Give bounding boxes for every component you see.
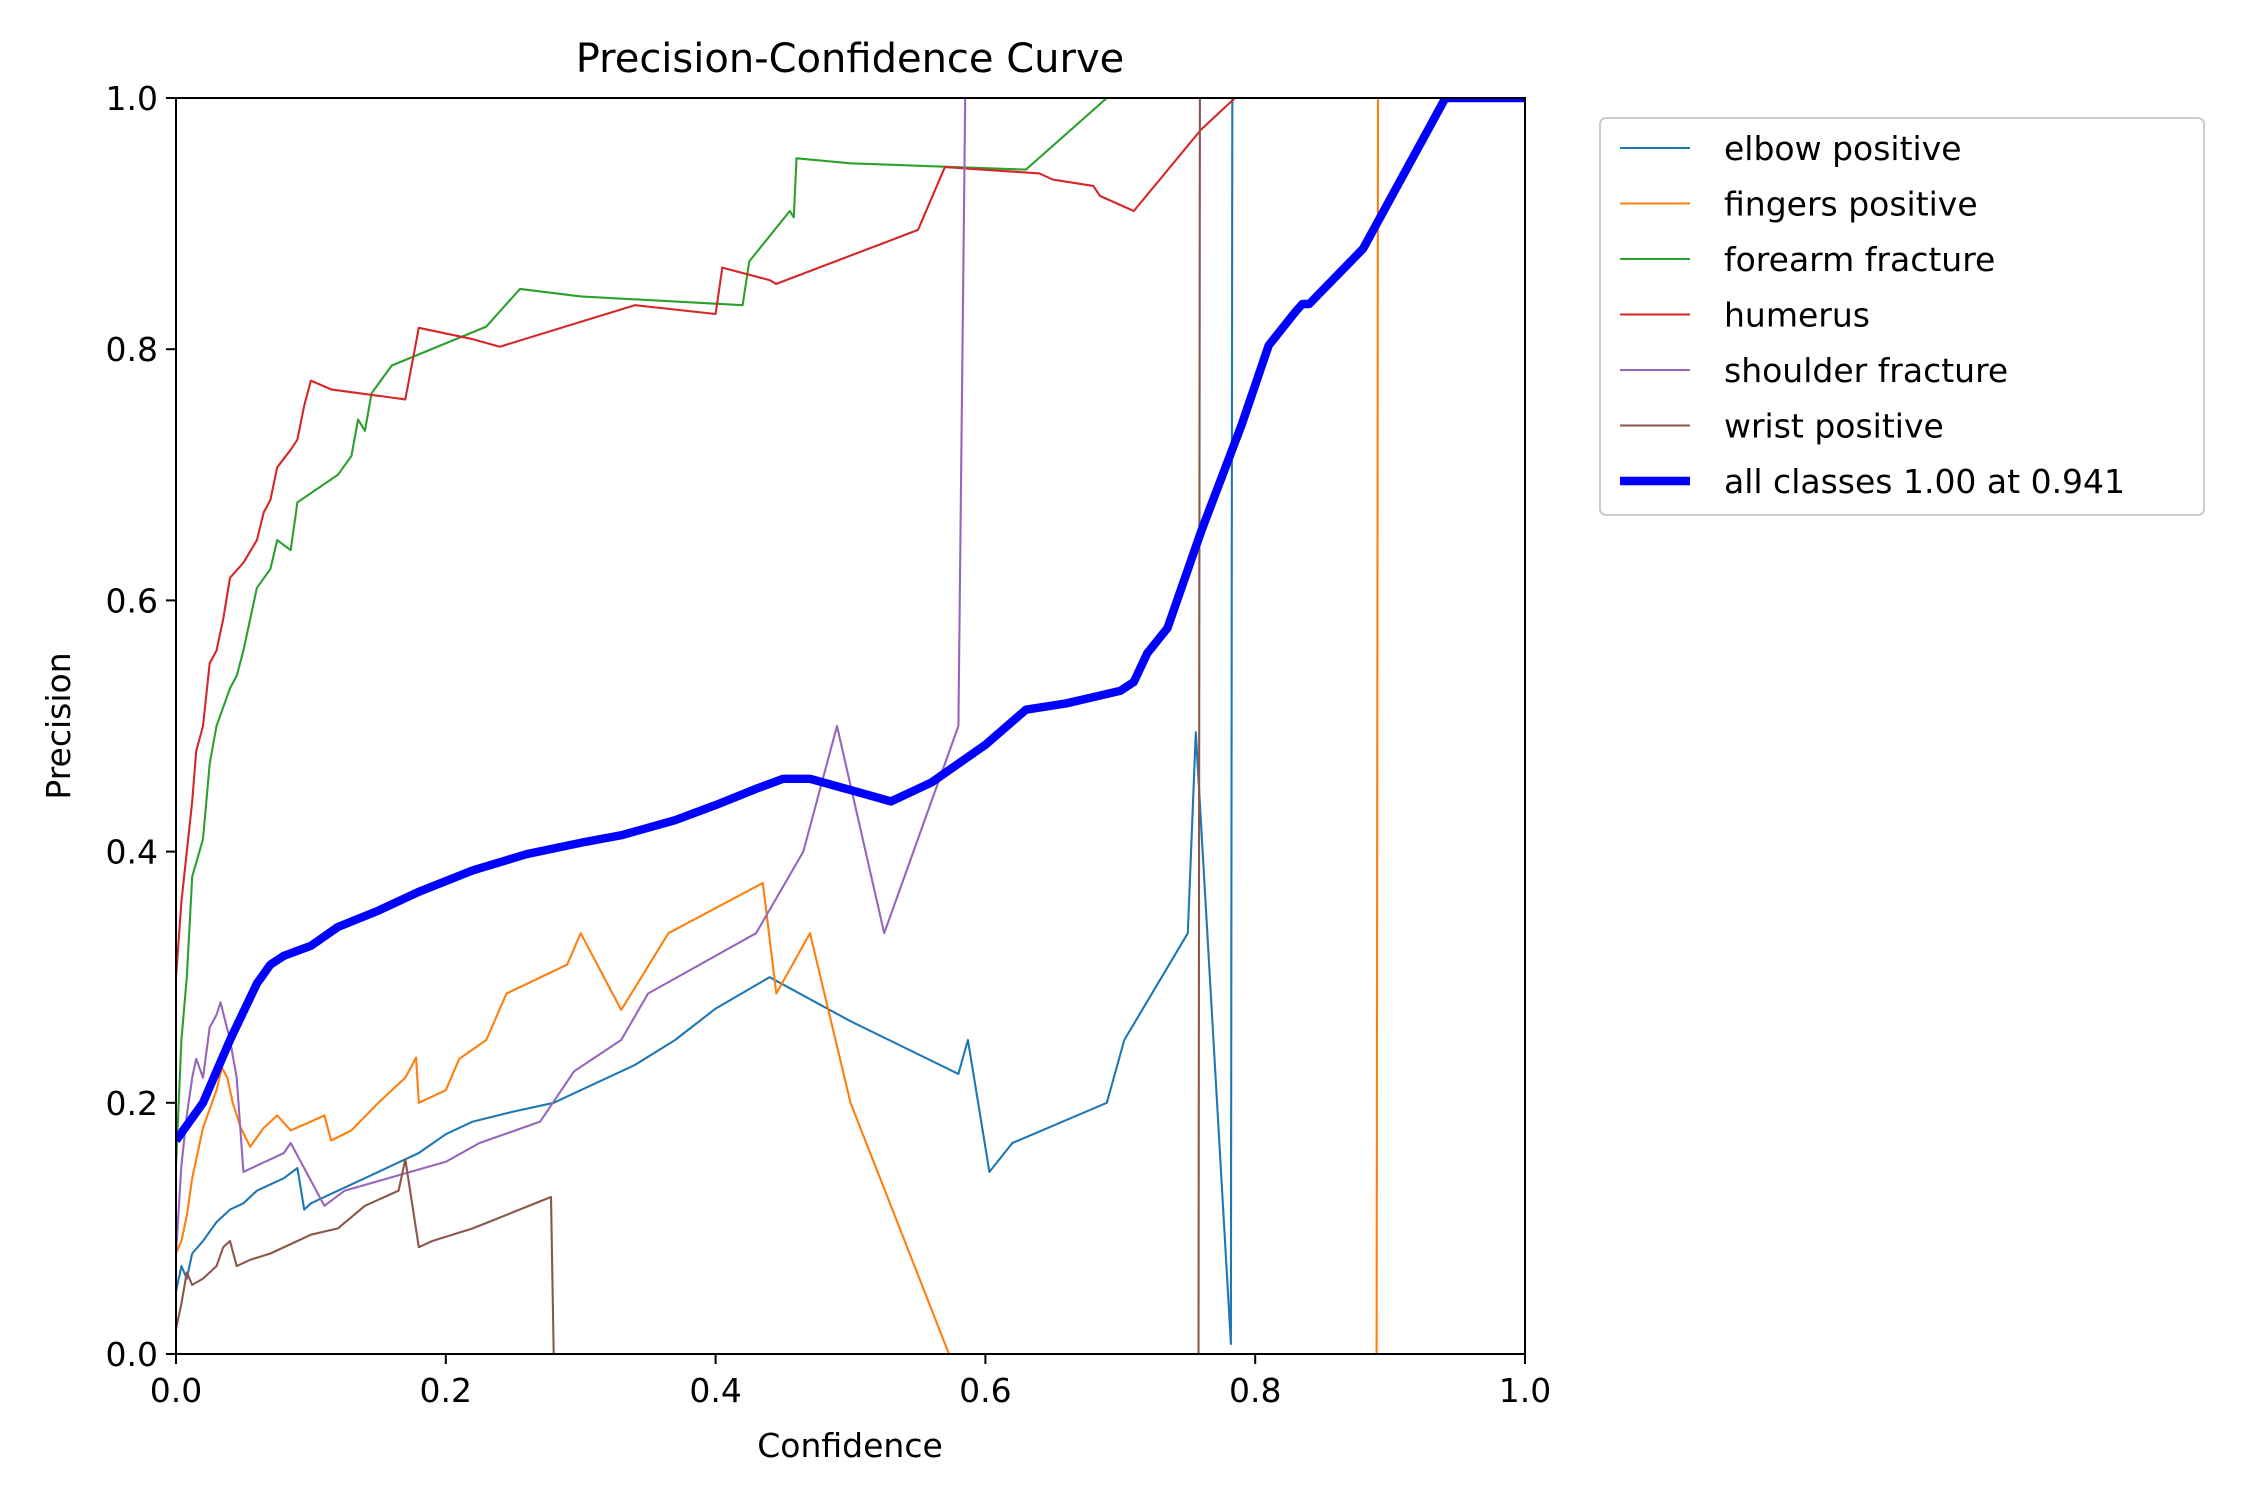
legend: elbow positive fingers positive forearm fr… [1599, 117, 2205, 516]
series-line-elbow-positive [176, 98, 1525, 1346]
x-tick-label: 1.0 [1499, 1371, 1551, 1410]
y-axis: 0.0 0.2 0.4 0.6 0.8 1.0 [106, 79, 176, 1374]
series-line-shoulder-fracture [176, 98, 1525, 1254]
x-tick-label: 0.8 [1229, 1371, 1281, 1410]
series-line-all-classes-1-00-at-0-941 [176, 98, 1525, 1143]
chart-title: Precision-Confidence Curve [576, 36, 1125, 82]
series-line-wrist-positive [176, 98, 1525, 1354]
y-tick-label: 0.6 [106, 581, 158, 620]
legend-label-all-classes-1-00-at-0-941: all classes 1.00 at 0.941 [1724, 462, 2125, 501]
legend-label-shoulder-fracture: shoulder fracture [1724, 351, 2008, 390]
series-line-fingers-positive [176, 98, 1525, 1354]
x-axis: 0.0 0.2 0.4 0.6 0.8 1.0 [150, 1354, 1551, 1410]
y-tick-label: 0.0 [106, 1335, 158, 1374]
x-tick-label: 0.6 [959, 1371, 1011, 1410]
legend-label-forearm-fracture: forearm fracture [1724, 240, 1995, 279]
series-line-forearm-fracture [176, 98, 1525, 1166]
y-tick-label: 0.2 [106, 1084, 158, 1123]
plot-series [176, 98, 1525, 1354]
series-line-humerus [176, 98, 1525, 978]
x-axis-label: Confidence [757, 1426, 943, 1465]
y-tick-label: 1.0 [106, 79, 158, 118]
legend-label-fingers-positive: fingers positive [1724, 185, 1978, 224]
legend-label-elbow-positive: elbow positive [1724, 129, 1962, 168]
x-tick-label: 0.2 [420, 1371, 472, 1410]
y-tick-label: 0.8 [106, 330, 158, 369]
legend-label-humerus: humerus [1724, 296, 1870, 335]
legend-frame [1599, 117, 2205, 516]
legend-label-wrist-positive: wrist positive [1724, 407, 1944, 446]
x-tick-label: 0.0 [150, 1371, 202, 1410]
plot-frame [175, 97, 1526, 1355]
x-tick-label: 0.4 [689, 1371, 741, 1410]
y-axis-label: Precision [39, 652, 78, 799]
y-tick-label: 0.4 [106, 833, 158, 872]
